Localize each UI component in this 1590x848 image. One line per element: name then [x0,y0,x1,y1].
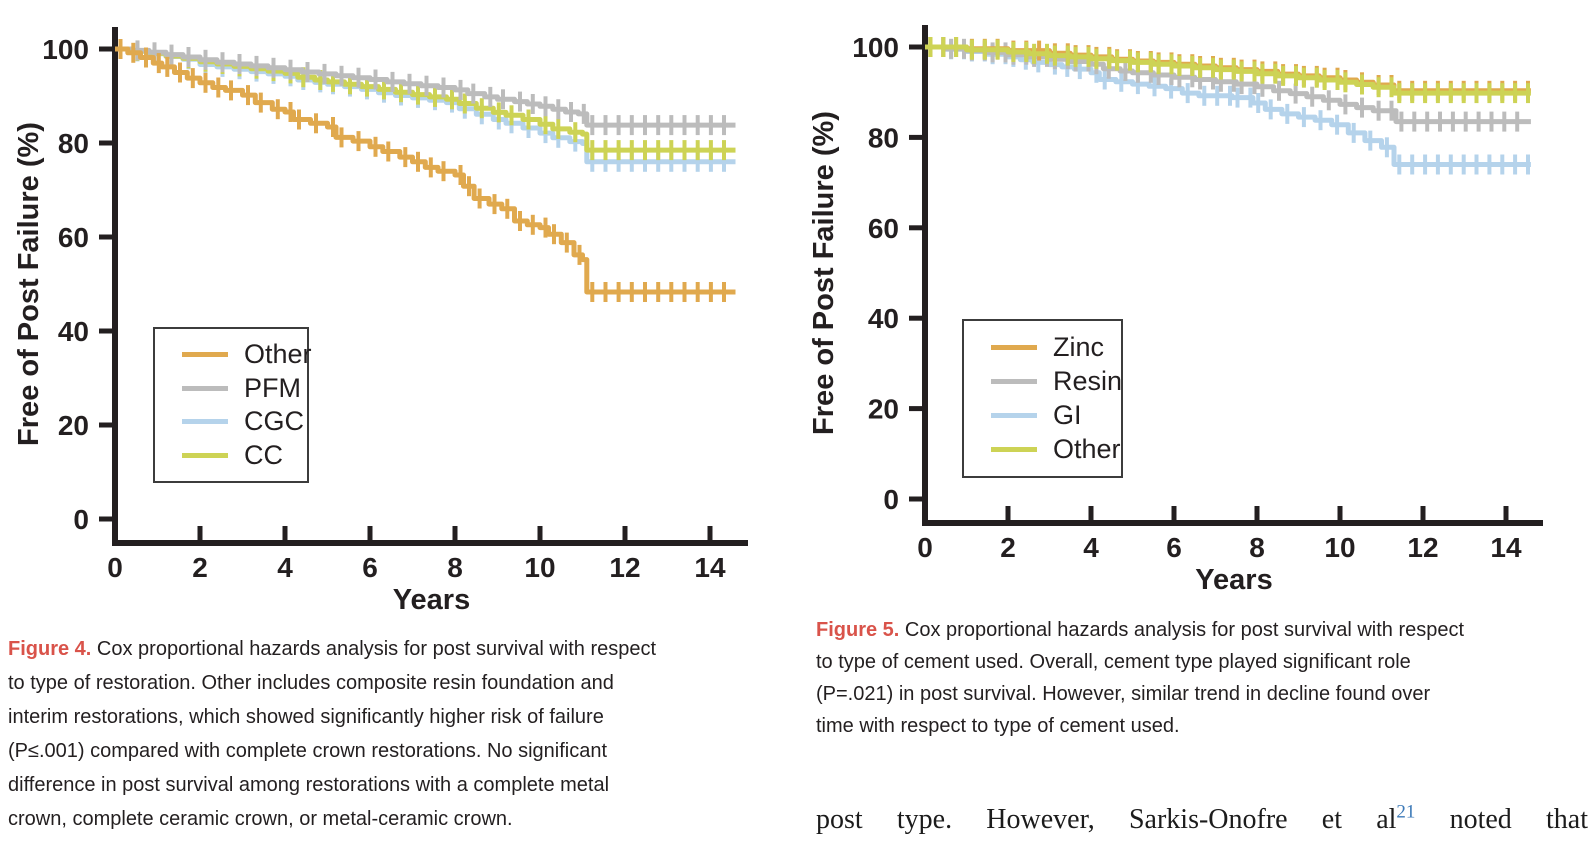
figure5-legend: Zinc Resin GI Other [962,319,1123,478]
x-tick-label: 8 [1249,532,1265,563]
legend-label: CGC [244,406,304,437]
y-tick-label: 40 [58,316,89,347]
y-tick-label: 100 [852,32,899,63]
y-axis-title: Free of Post Failure (%) [808,111,840,435]
y-tick-label: 100 [42,34,89,65]
x-tick-label: 12 [1407,532,1438,563]
legend-item-cgc: CGC [182,406,304,437]
figure4-caption-label: Figure 4. [8,638,92,660]
legend-line-swatch [991,379,1037,384]
figure4-caption: Figure 4. Cox proportional hazards analy… [8,632,768,836]
y-tick-label: 60 [868,213,899,244]
legend-line-swatch [991,447,1037,452]
x-tick-label: 14 [1490,532,1522,563]
legend-label: Other [1053,434,1121,464]
series-line-resin [925,44,1531,125]
y-tick-label: 80 [58,128,89,159]
y-tick-label: 40 [868,303,899,334]
x-tick-label: 2 [1000,532,1016,563]
y-axis-title: Free of Post Failure (%) [13,122,45,446]
body-text-after: noted that [1415,804,1588,835]
figure4-caption-text: Cox proportional hazards analysis for po… [8,638,657,830]
y-tick-label: 60 [58,222,89,253]
series-line-other [925,44,1531,96]
legend-line-swatch [182,452,228,458]
legend-item-other: Other [182,341,312,368]
figure4-legend: Other PFM CGC CC [153,327,312,483]
figure5-chart-area: 0 20 40 60 80 100 0 2 4 6 8 10 12 14 Free of Post Fail… [795,0,1590,660]
x-tick-label: 10 [524,552,555,583]
legend-item-resin: Resin [991,368,1122,395]
legend-label: PFM [244,372,301,403]
legend-line-swatch [182,419,228,425]
x-tick-label: 0 [107,552,123,583]
figure5-caption: Figure 5. Cox proportional hazards analy… [816,614,1588,742]
figure4: 0 20 40 60 80 100 0 2 4 6 8 10 12 14 Free of Post Fail… [0,0,795,836]
legend-item-other: Other [991,436,1121,463]
legend-item-cc: CC [182,439,301,470]
body-text-before: post type. However, Sarkis-Onofre et al [816,804,1397,835]
legend-label: CC [244,439,283,470]
y-tick-label: 0 [883,484,899,515]
legend-label: Other [244,339,312,370]
y-tick-label: 0 [73,504,89,535]
article-body-text: post type. However, Sarkis-Onofre et al2… [816,800,1588,840]
legend-line-swatch [182,385,228,391]
x-tick-label: 0 [917,532,933,563]
legend-label: Resin [1053,366,1123,396]
reference-number-link[interactable]: 21 [1396,801,1416,823]
x-tick-label: 8 [447,552,463,583]
y-tick-label: 20 [868,394,899,425]
x-axis-title: Years [1195,564,1272,596]
legend-line-swatch [991,413,1037,418]
x-tick-label: 4 [277,552,293,583]
legend-item-pfm: PFM [182,372,301,403]
x-tick-label: 2 [192,552,208,583]
series-line-pfm [115,46,736,128]
legend-label: GI [1053,400,1082,430]
y-tick-label: 20 [58,410,89,441]
legend-item-gi: GI [991,402,1115,429]
x-tick-label: 12 [609,552,640,583]
survival-chart-cement-type: 0 20 40 60 80 100 0 2 4 6 8 10 12 14 Free of Post Fail… [808,25,1543,596]
figure5-caption-label: Figure 5. [816,619,900,641]
legend-item-zinc: Zinc [991,334,1115,361]
legend-line-swatch [991,345,1037,350]
figure4-chart-area: 0 20 40 60 80 100 0 2 4 6 8 10 12 14 Free of Post Fail… [0,0,795,660]
figure5: 0 20 40 60 80 100 0 2 4 6 8 10 12 14 Free of Post Fail… [795,0,1590,848]
x-tick-label: 14 [694,552,726,583]
x-tick-label: 10 [1324,532,1355,563]
x-tick-label: 6 [1166,532,1182,563]
x-tick-label: 6 [362,552,378,583]
series-line-gi [925,44,1531,167]
figure5-caption-text: Cox proportional hazards analysis for po… [816,619,1465,737]
series-line-cgc [115,46,736,165]
x-tick-label: 4 [1083,532,1099,563]
survival-chart-restoration-type: 0 20 40 60 80 100 0 2 4 6 8 10 12 14 Free of Post Fail… [13,27,748,616]
x-axis-title: Years [393,584,470,616]
y-tick-label: 80 [868,122,899,153]
legend-label: Zinc [1053,332,1105,362]
legend-line-swatch [182,352,228,358]
